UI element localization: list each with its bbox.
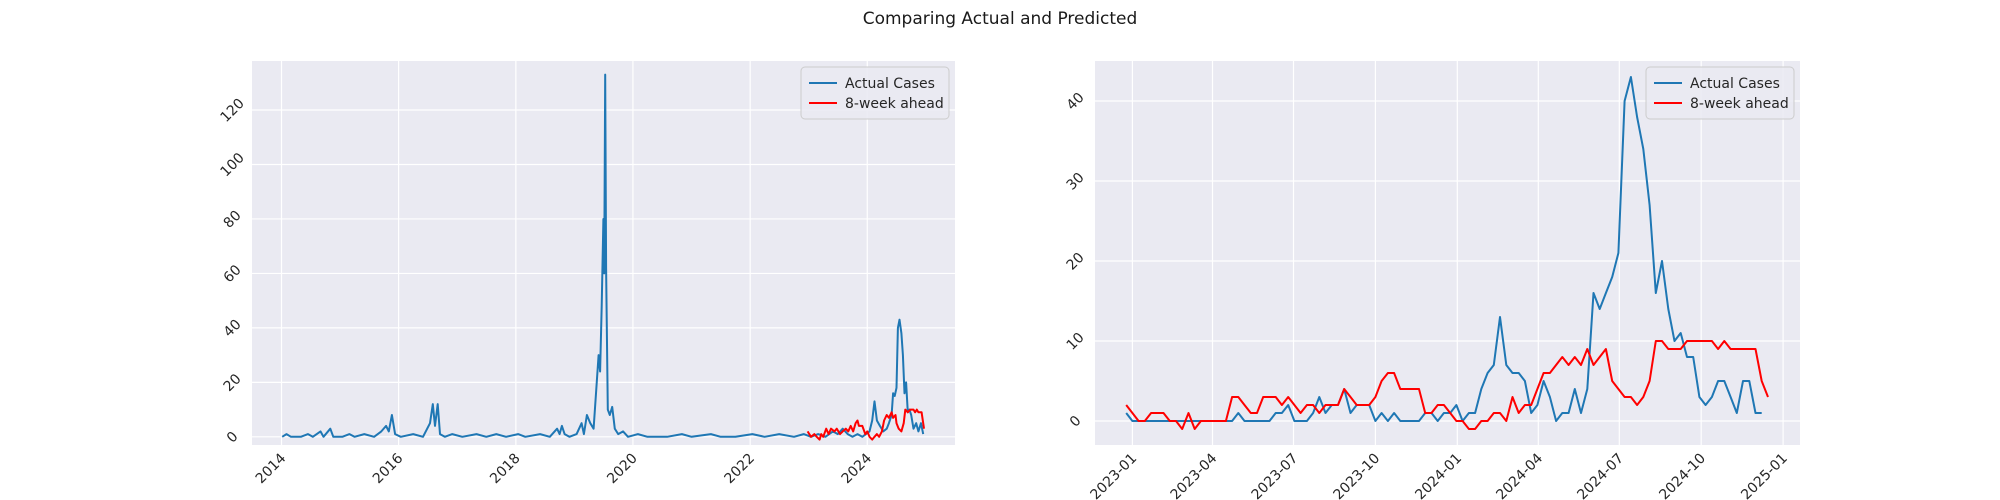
x-tick-label: 2022: [721, 451, 758, 488]
legend-label: Actual Cases: [845, 76, 935, 92]
y-tick-label: 100: [218, 150, 248, 180]
x-tick-label: 2018: [487, 451, 524, 488]
y-tick-label: 40: [1064, 90, 1088, 114]
legend-label: 8-week ahead: [1690, 96, 1789, 112]
x-tick-label: 2014: [253, 450, 290, 487]
legend: Actual Cases 8-week ahead: [1645, 66, 1795, 120]
left-chart-panel: 2014 2016 2018 2020 2022 2024 0 20 40 60 80 100 120 A…: [218, 61, 955, 487]
actual-cases-line: [281, 73, 925, 438]
figure-title: Comparing Actual and Predicted: [863, 9, 1138, 29]
y-tick-label: 0: [1067, 413, 1085, 431]
y-tick-label: 20: [221, 371, 245, 395]
x-tick-label: 2023-07: [1249, 451, 1302, 500]
y-tick-label: 40: [221, 317, 245, 341]
x-tick-label: 2024-01: [1412, 451, 1465, 500]
y-tick-label: 30: [1064, 170, 1088, 194]
y-tick-label: 80: [221, 208, 245, 232]
y-tick-label: 20: [1064, 250, 1088, 274]
x-tick-label: 2023-01: [1088, 451, 1141, 500]
y-tick-label: 120: [218, 96, 248, 126]
y-tick-label: 0: [224, 429, 242, 447]
actual-cases-line: [1125, 76, 1762, 422]
legend-box: [800, 66, 950, 120]
x-tick-label: 2024-10: [1656, 451, 1709, 500]
legend-label: 8-week ahead: [845, 96, 944, 112]
x-tick-label: 2024: [839, 450, 876, 487]
x-tick-label: 2020: [604, 451, 641, 488]
y-tick-label: 10: [1064, 330, 1088, 354]
prediction-line: [1125, 340, 1769, 430]
prediction-line: [806, 408, 925, 441]
y-tick-label: 60: [221, 262, 245, 286]
legend: Actual Cases 8-week ahead: [800, 66, 950, 120]
x-tick-label: 2024-07: [1574, 451, 1627, 500]
right-chart-panel: 2023-01 2023-04 2023-07 2023-10 2024-01 2024-…: [1064, 61, 1800, 500]
x-tick-label: 2023-10: [1331, 451, 1384, 500]
x-tick-label: 2023-04: [1168, 450, 1221, 500]
legend-box: [1645, 66, 1795, 120]
gridlines: [1095, 61, 1800, 445]
x-tick-label: 2016: [370, 450, 407, 487]
x-tick-label: 2025-01: [1738, 451, 1791, 500]
legend-label: Actual Cases: [1690, 76, 1780, 92]
x-tick-label: 2024-04: [1493, 450, 1546, 500]
